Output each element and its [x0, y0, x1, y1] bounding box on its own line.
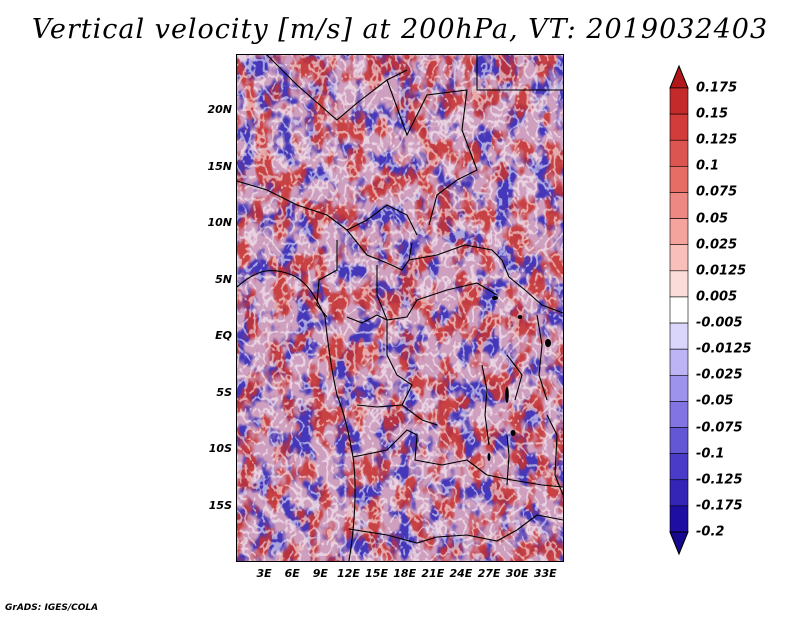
lon-tick-label: 21E [421, 567, 445, 580]
lon-tick-label: 15E [365, 567, 388, 580]
lat-tick-label: 20N [207, 103, 232, 117]
lon-tick-label: 33E [533, 567, 557, 580]
colorbar-label: 0.075 [696, 184, 738, 200]
colorbar-label: -0.2 [696, 524, 725, 540]
lon-tick-label: 30E [505, 567, 529, 580]
colorbar-swatch [669, 139, 689, 167]
colorbar-swatch [669, 401, 689, 428]
lat-tick-label: 15S [208, 498, 232, 512]
colorbar-min-arrow [669, 531, 689, 556]
colorbar-swatch [669, 296, 689, 324]
colorbar-swatch [669, 348, 689, 376]
colorbar-swatch [669, 427, 689, 454]
colorbar-swatch [669, 505, 689, 533]
vertical-velocity-field [237, 55, 563, 561]
colorbar-swatch [669, 322, 689, 350]
chart-title: Vertical velocity [m/s] at 200hPa, VT: 2… [31, 14, 769, 45]
colorbar-swatch [669, 374, 689, 402]
colorbar [669, 64, 689, 556]
country-borders [237, 55, 563, 561]
lakes [487, 296, 551, 461]
colorbar-swatch [669, 218, 689, 246]
footer-credit: GrADS: IGES/COLA [5, 603, 99, 613]
lat-tick-label: 15N [207, 159, 232, 173]
colorbar-label: 0.175 [696, 80, 738, 96]
lat-tick-label: 10S [208, 442, 232, 456]
colorbar-swatch [669, 192, 689, 219]
lat-tick-label: EQ [215, 329, 232, 343]
colorbar-swatch [669, 87, 689, 115]
lon-tick-label: 6E [284, 567, 300, 580]
colorbar-label: -0.05 [696, 393, 734, 409]
colorbar-label: -0.1 [696, 446, 725, 462]
colorbar-label: 0.1 [696, 158, 720, 174]
colorbar-label: 0.05 [696, 211, 729, 227]
colorbar-label: 0.005 [696, 289, 738, 305]
colorbar-label: -0.0125 [696, 341, 752, 357]
colorbar-swatch [669, 479, 689, 507]
lat-tick-label: 10N [207, 216, 232, 230]
colorbar-label: 0.15 [696, 106, 729, 122]
colorbar-swatch [669, 270, 689, 298]
lon-tick-label: 24E [449, 567, 473, 580]
lon-tick-label: 9E [312, 567, 328, 580]
colorbar-label: 0.125 [696, 132, 738, 148]
colorbar-swatch [669, 166, 689, 193]
colorbar-label: 0.025 [696, 237, 738, 253]
colorbar-label: -0.125 [696, 472, 743, 488]
colorbar-swatch [669, 453, 689, 481]
map-panel [236, 54, 564, 562]
colorbar-label: -0.175 [696, 498, 743, 514]
field-neutral-gaps [237, 55, 563, 561]
colorbar-swatch [669, 244, 689, 272]
colorbar-swatch [669, 113, 689, 141]
colorbar-label: -0.025 [696, 367, 743, 383]
colorbar-label: 0.0125 [696, 263, 747, 279]
lon-tick-label: 12E [337, 567, 360, 580]
colorbar-label: -0.075 [696, 420, 743, 436]
lon-tick-label: 18E [393, 567, 417, 580]
lon-tick-label: 27E [477, 567, 501, 580]
lon-tick-label: 3E [256, 567, 272, 580]
colorbar-label: -0.005 [696, 315, 743, 331]
lat-tick-label: 5S [216, 385, 232, 399]
colorbar-max-arrow [669, 64, 689, 89]
lat-tick-label: 5N [215, 272, 232, 286]
